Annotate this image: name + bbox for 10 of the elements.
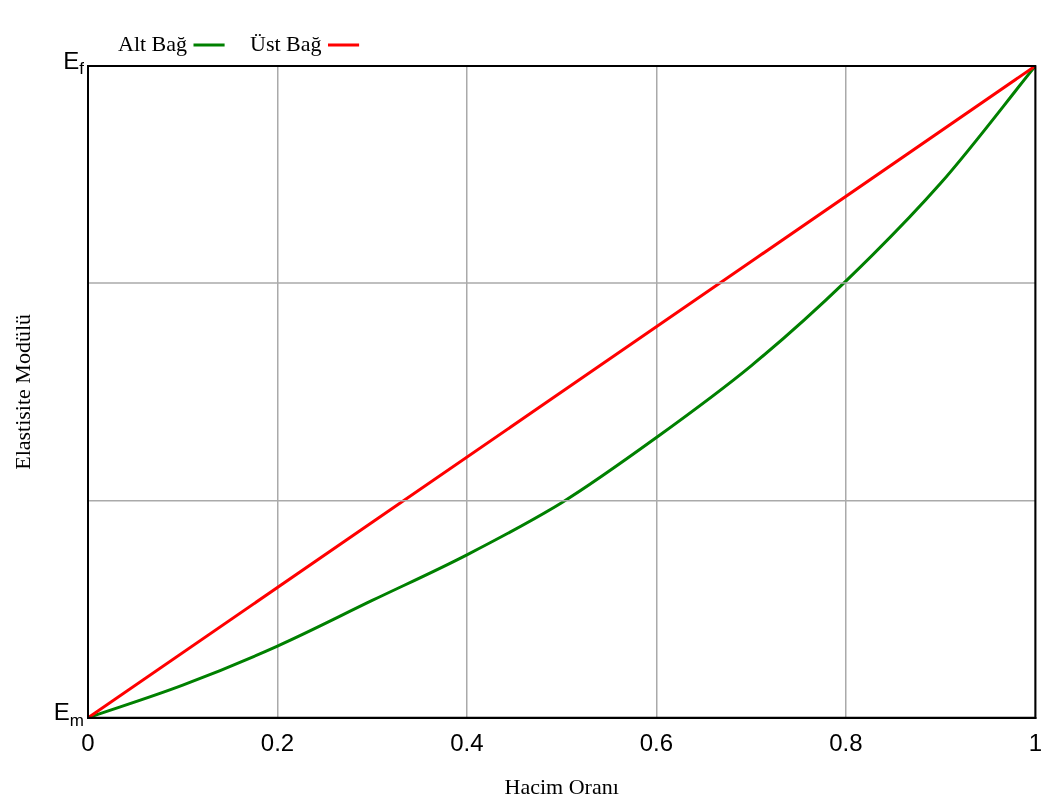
y-axis-title: Elastisite Modülü xyxy=(9,313,35,470)
x-tick-label: 0.6 xyxy=(639,728,674,756)
x-tick-label: 0.2 xyxy=(260,728,295,756)
legend-label: Üst Bağ xyxy=(250,30,322,56)
x-tick-label: 0.4 xyxy=(450,728,484,756)
x-tick-label: 1 xyxy=(1028,728,1043,756)
x-axis-title: Hacim Oranı xyxy=(504,773,619,799)
legend-label: Alt Bağ xyxy=(117,30,188,56)
x-tick-label: 0.8 xyxy=(829,728,863,756)
x-tick-label: 0 xyxy=(81,728,95,756)
